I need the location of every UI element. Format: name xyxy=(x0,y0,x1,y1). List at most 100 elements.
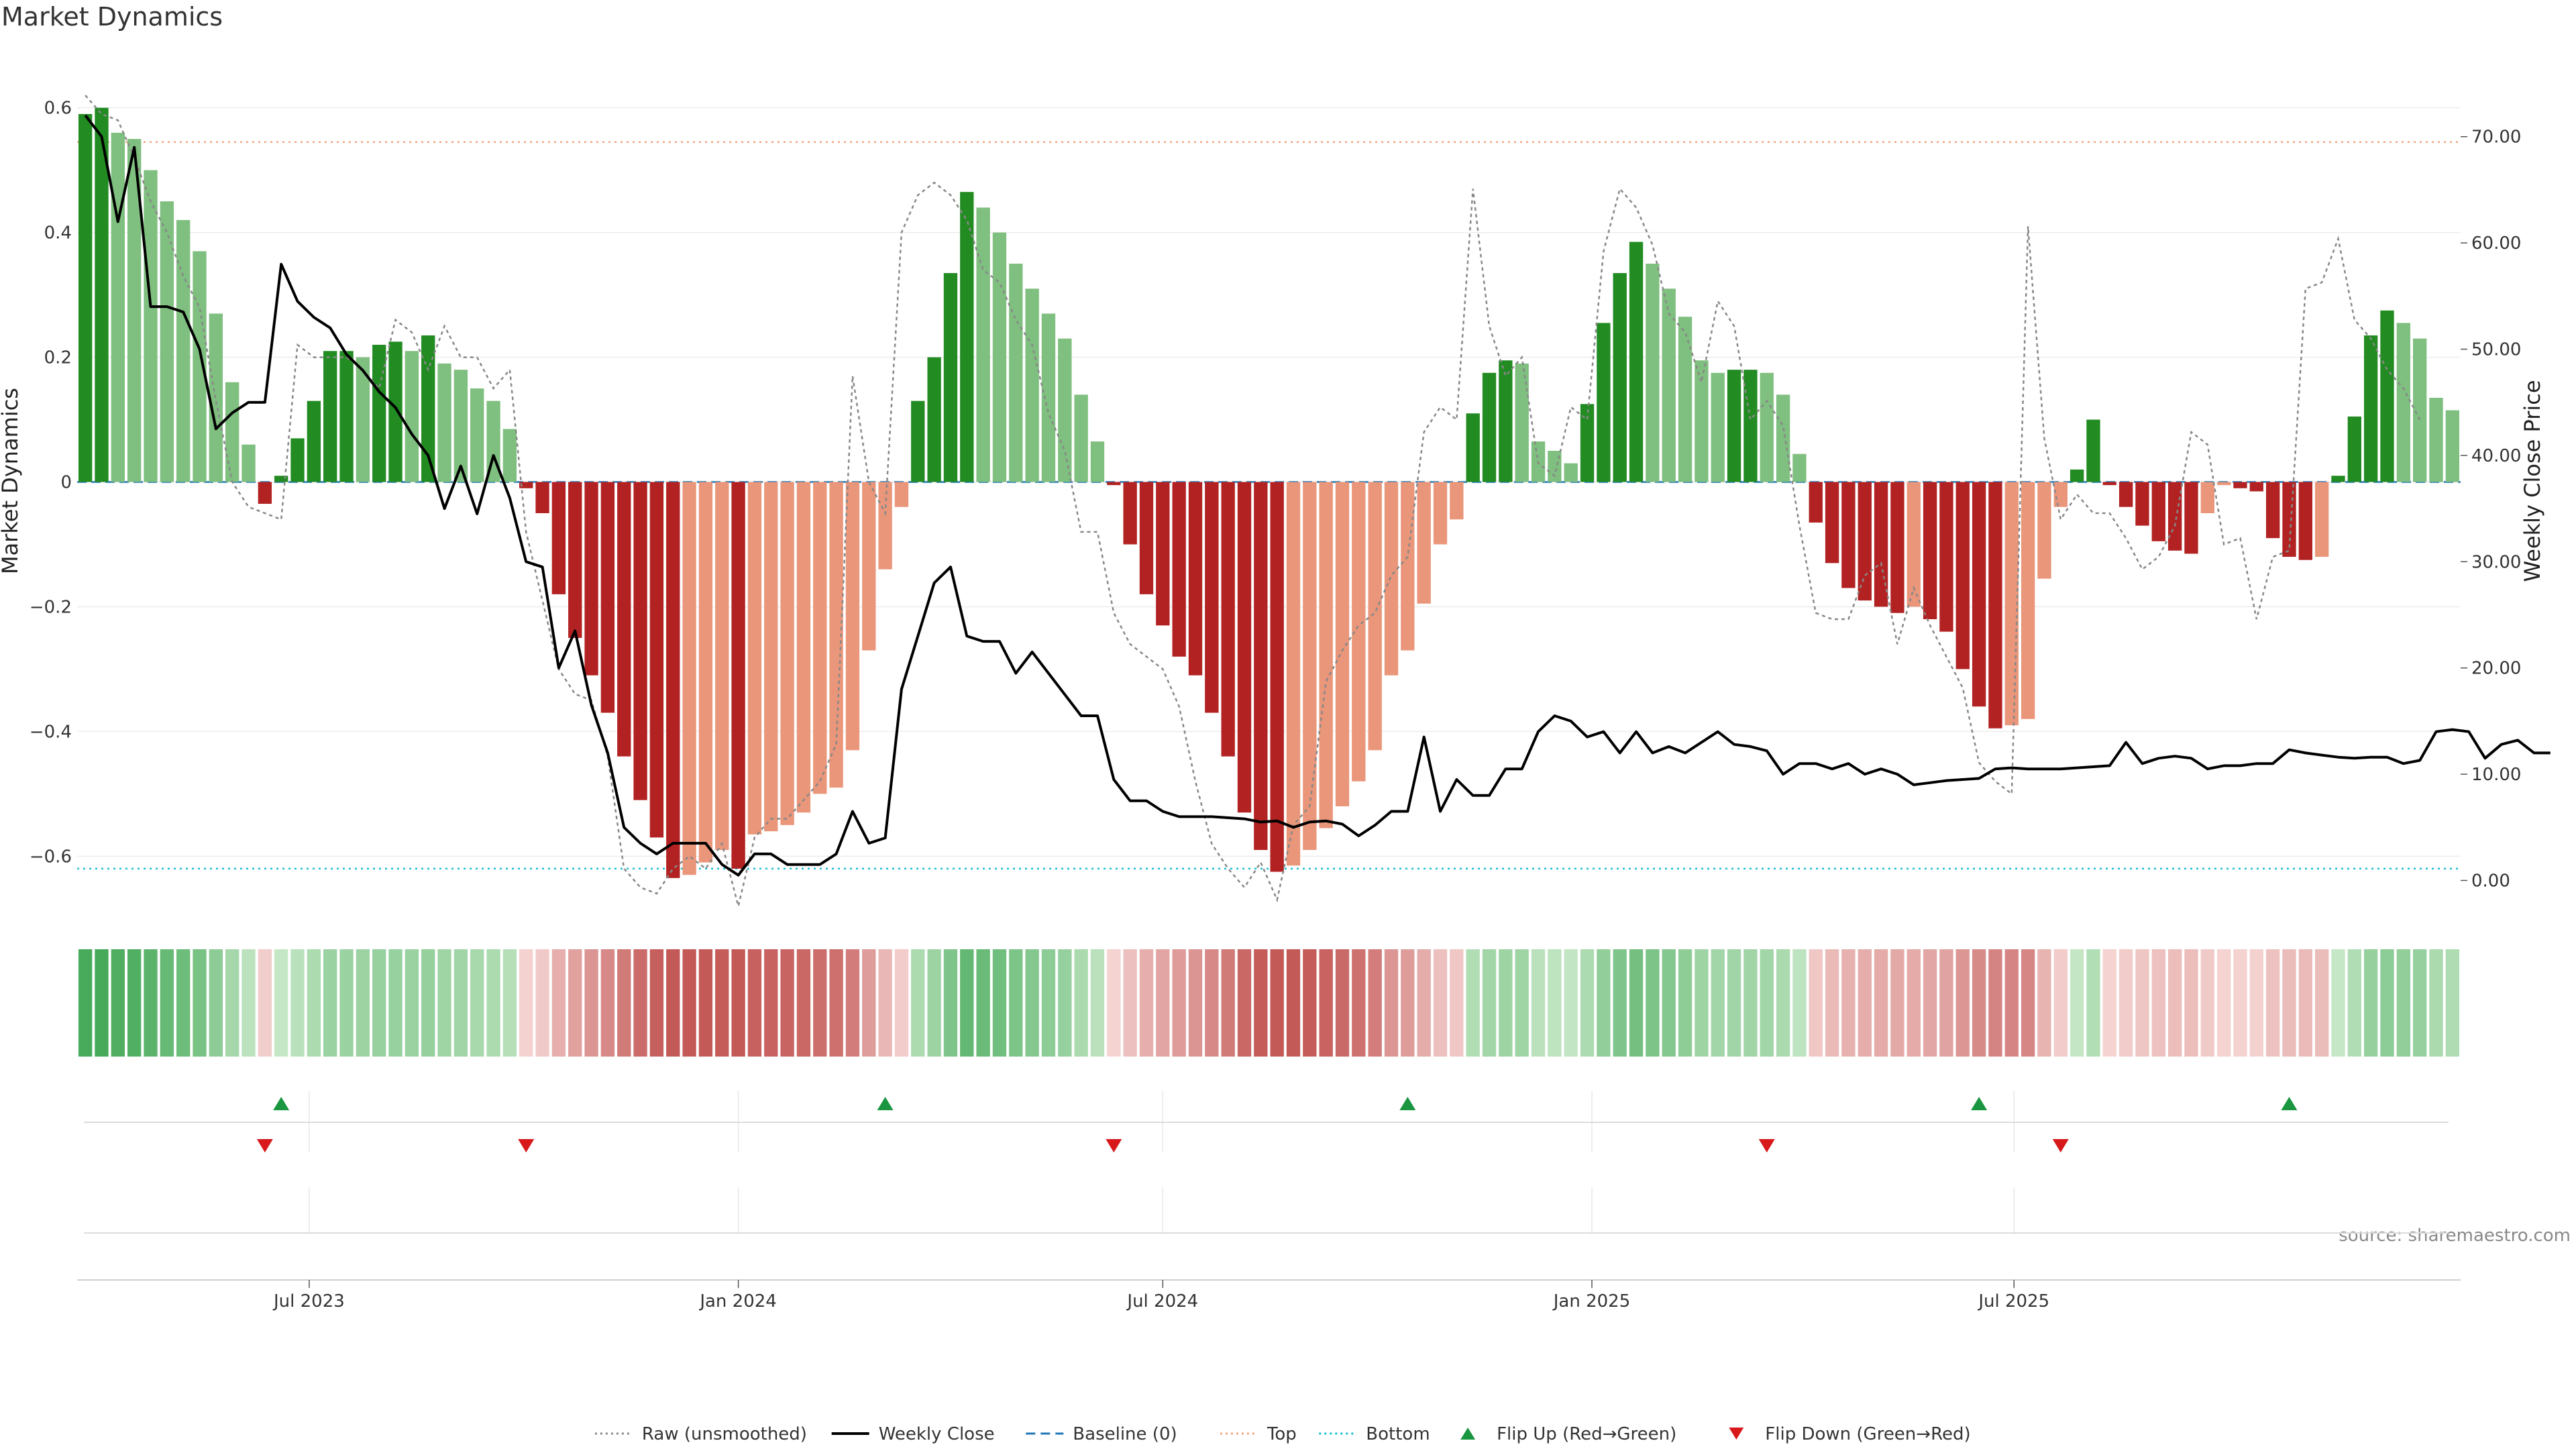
momentum-bar xyxy=(2347,416,2361,482)
y2-axis-label: Weekly Close Price xyxy=(2520,380,2545,582)
momentum-bar xyxy=(666,482,680,878)
momentum-bar xyxy=(502,429,517,482)
x-tick-label: Jul 2025 xyxy=(1977,1291,2049,1311)
heat-cell xyxy=(976,949,990,1057)
momentum-bar xyxy=(1237,482,1252,813)
heat-cell xyxy=(2216,949,2231,1057)
heat-cell xyxy=(323,949,337,1057)
momentum-bars xyxy=(78,107,2459,878)
momentum-bar xyxy=(1499,360,1513,482)
momentum-bar xyxy=(1139,482,1154,594)
heat-cell xyxy=(927,949,941,1057)
heat-cell xyxy=(144,949,158,1057)
momentum-bar xyxy=(1335,482,1350,806)
heat-cell xyxy=(1221,949,1235,1057)
momentum-bar xyxy=(1009,264,1023,482)
momentum-bar xyxy=(339,351,354,482)
heat-cell xyxy=(405,949,419,1057)
momentum-bar xyxy=(2118,482,2133,507)
legend-label: Flip Down (Green→Red) xyxy=(1765,1424,1970,1444)
heat-cell xyxy=(1972,949,1986,1057)
heat-cell xyxy=(2118,949,2133,1057)
momentum-bar xyxy=(1890,482,1904,613)
flip-up-marker xyxy=(2281,1097,2298,1110)
heat-cell xyxy=(1368,949,1382,1057)
series-lines xyxy=(84,95,2551,907)
legend-label: Top xyxy=(1267,1424,1297,1444)
heat-cell xyxy=(2380,949,2394,1057)
heat-cell xyxy=(470,949,484,1057)
heat-cell xyxy=(911,949,925,1057)
heat-cell xyxy=(2004,949,2019,1057)
momentum-bar xyxy=(144,170,158,482)
heat-cell xyxy=(2070,949,2084,1057)
heat-cell xyxy=(2363,949,2378,1057)
heat-cell xyxy=(290,949,305,1057)
heat-cell xyxy=(111,949,125,1057)
heat-cell xyxy=(1515,949,1529,1057)
momentum-bar xyxy=(225,382,239,482)
heat-cell xyxy=(2282,949,2296,1057)
heat-cell xyxy=(1841,949,1856,1057)
y-tick-label: 0.2 xyxy=(44,348,72,368)
y2-tick-label: 10.00 xyxy=(2471,765,2521,785)
heat-cell xyxy=(1613,949,1627,1057)
momentum-bar xyxy=(2216,482,2231,486)
heat-cell xyxy=(1188,949,1203,1057)
momentum-bar xyxy=(992,232,1007,482)
heat-cell xyxy=(2167,949,2182,1057)
heat-cell xyxy=(2151,949,2165,1057)
heat-cell xyxy=(1123,949,1137,1057)
heat-cell xyxy=(2102,949,2116,1057)
momentum-heat-strip xyxy=(78,949,2459,1057)
momentum-bar xyxy=(943,273,958,482)
heat-cell xyxy=(1743,949,1758,1057)
heat-cell xyxy=(1205,949,1219,1057)
heat-cell xyxy=(992,949,1007,1057)
momentum-bar xyxy=(1858,482,1872,601)
legend-label: Raw (unsmoothed) xyxy=(642,1424,807,1444)
momentum-bar xyxy=(323,351,337,482)
momentum-bar xyxy=(862,482,876,651)
heat-cell xyxy=(1107,949,1121,1057)
momentum-bar xyxy=(1743,370,1758,482)
weekly-close-line xyxy=(84,114,2551,877)
y2-tick-label: 50.00 xyxy=(2471,340,2521,360)
heat-cell xyxy=(1139,949,1154,1057)
momentum-bar xyxy=(780,482,794,825)
heat-cell xyxy=(421,949,435,1057)
heat-cell xyxy=(2135,949,2149,1057)
heat-cell xyxy=(1792,949,1807,1057)
momentum-bar xyxy=(747,482,762,835)
heat-cell xyxy=(1433,949,1448,1057)
heat-cell xyxy=(1237,949,1252,1057)
y2-tick-label: 60.00 xyxy=(2471,233,2521,254)
momentum-bar xyxy=(976,207,990,482)
heat-cell xyxy=(633,949,647,1057)
legend-swatch xyxy=(1729,1428,1744,1440)
heat-cell xyxy=(666,949,680,1057)
heat-cell xyxy=(1254,949,1268,1057)
momentum-bar xyxy=(1646,264,1660,482)
heat-cell xyxy=(1629,949,1644,1057)
reference-lines xyxy=(77,141,2461,870)
heat-cell xyxy=(1955,949,1970,1057)
heat-cell xyxy=(1890,949,1904,1057)
heat-cell xyxy=(1482,949,1497,1057)
momentum-bar xyxy=(796,482,811,813)
heat-cell xyxy=(160,949,174,1057)
flip-up-marker xyxy=(1399,1097,1416,1110)
momentum-bar xyxy=(2314,482,2329,557)
momentum-bar xyxy=(519,482,533,488)
heat-cell xyxy=(1727,949,1741,1057)
momentum-bar xyxy=(2445,410,2459,482)
momentum-bar xyxy=(2429,397,2443,482)
momentum-bar xyxy=(1825,482,1839,564)
heat-cell xyxy=(1352,949,1366,1057)
momentum-bar xyxy=(649,482,664,838)
flip-down-marker xyxy=(1758,1139,1775,1152)
heat-cell xyxy=(584,949,598,1057)
y-tick-label: −0.6 xyxy=(30,847,72,867)
heat-cell xyxy=(339,949,354,1057)
flip-up-marker xyxy=(877,1097,894,1110)
